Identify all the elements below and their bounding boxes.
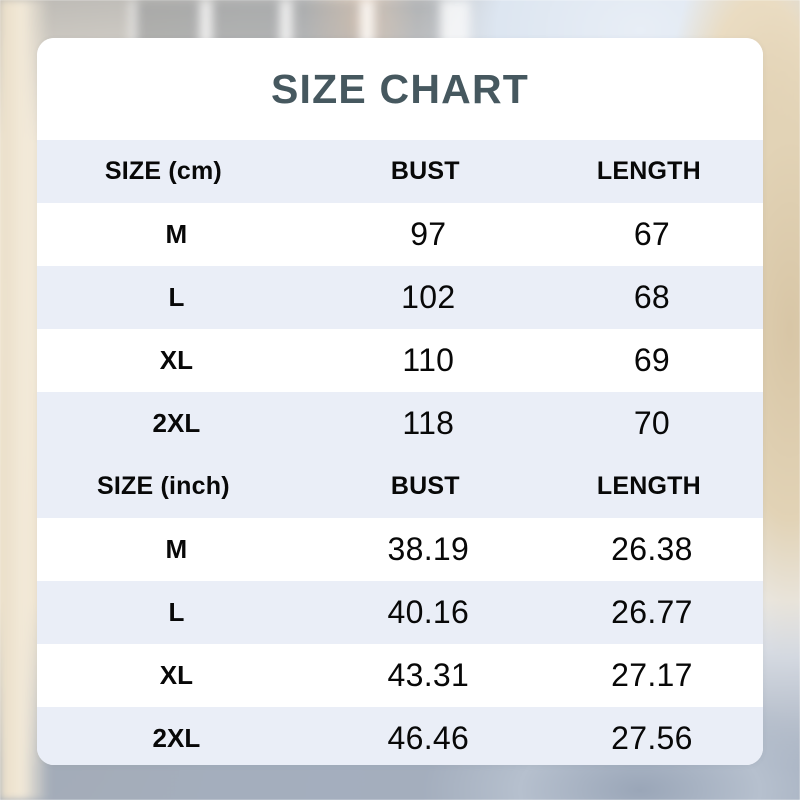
page-title: SIZE CHART [37, 38, 763, 140]
cell-length: 68 [633, 279, 671, 315]
cell-length: 27.17 [611, 657, 693, 693]
cell-size: XL [159, 345, 193, 375]
column-header-length-cm: LENGTH [596, 157, 701, 185]
table-header-row-inch: SIZE (inch) BUST LENGTH [37, 455, 763, 518]
cell-length: 26.38 [611, 531, 693, 567]
cell-size: L [168, 282, 185, 312]
cell-bust: 40.16 [387, 594, 470, 630]
cell-bust: 97 [410, 216, 447, 252]
column-header-size-inch: SIZE (inch) [97, 472, 230, 500]
cell-size: XL [159, 660, 193, 690]
cell-size: 2XL [152, 723, 201, 753]
table-row: L 40.16 26.77 [37, 581, 763, 644]
cell-bust: 102 [401, 279, 456, 315]
table-header-row-cm: SIZE (cm) BUST LENGTH [37, 140, 763, 203]
table-row: 2XL 118 70 [37, 392, 763, 455]
cell-length: 26.77 [611, 594, 693, 630]
size-chart-table: SIZE (cm) BUST LENGTH M 97 67 L 102 68 X… [37, 140, 763, 765]
cell-size: L [168, 597, 185, 627]
table-row: XL 43.31 27.17 [37, 644, 763, 707]
cell-bust: 110 [402, 342, 455, 378]
column-header-length-inch: LENGTH [596, 472, 701, 500]
cell-bust: 38.19 [387, 531, 470, 567]
cell-length: 27.56 [611, 720, 693, 756]
table-row: XL 110 69 [37, 329, 763, 392]
cell-length: 69 [633, 342, 671, 378]
table-row: M 38.19 26.38 [37, 518, 763, 581]
table-row: L 102 68 [37, 266, 763, 329]
cell-size: 2XL [152, 408, 201, 438]
column-header-bust-cm: BUST [390, 157, 460, 185]
cell-length: 70 [633, 405, 671, 441]
cell-bust: 46.46 [387, 720, 470, 756]
column-header-size-cm: SIZE (cm) [104, 157, 222, 185]
size-chart-card: SIZE CHART SIZE (cm) BUST LENGTH M 97 67… [37, 38, 763, 765]
cell-bust: 43.31 [387, 657, 470, 693]
table-row: M 97 67 [37, 203, 763, 266]
cell-bust: 118 [402, 405, 455, 441]
table-row: 2XL 46.46 27.56 [37, 707, 763, 765]
cell-size: M [165, 534, 188, 564]
column-header-bust-inch: BUST [390, 472, 460, 500]
cell-size: M [165, 219, 188, 249]
cell-length: 67 [633, 216, 671, 252]
